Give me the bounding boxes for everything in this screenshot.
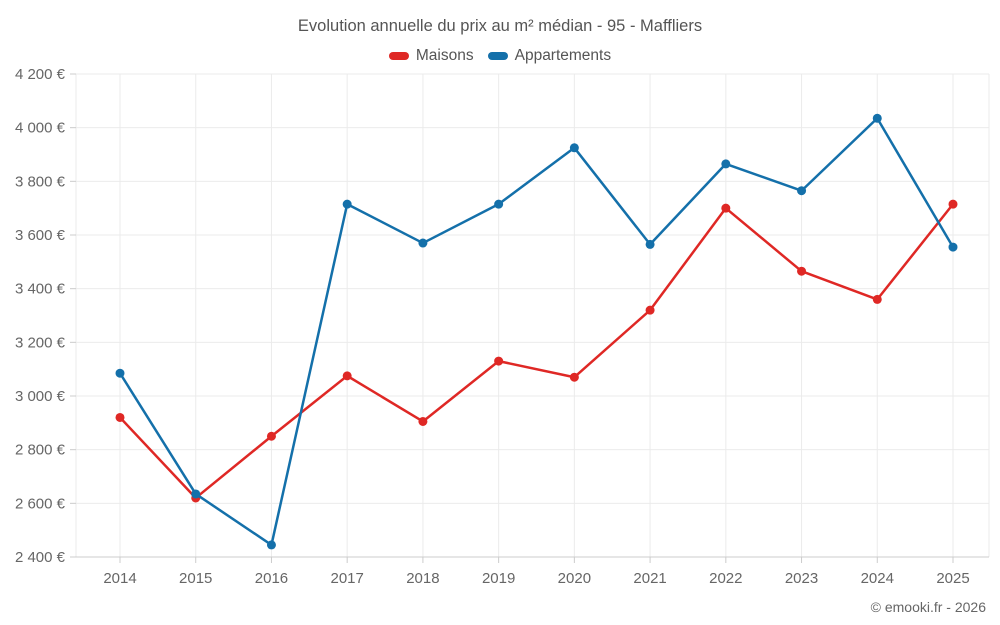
- legend: Maisons Appartements: [0, 47, 1000, 65]
- appartements-color-swatch: [487, 52, 508, 60]
- data-point-appartements-2019[interactable]: [494, 199, 504, 209]
- data-point-appartements-2016[interactable]: [266, 540, 276, 550]
- data-point-maisons-2021[interactable]: [645, 305, 655, 315]
- legend-item-maisons[interactable]: Maisons: [388, 47, 474, 65]
- x-tick-label: 2025: [936, 570, 969, 587]
- y-tick-label: 2 400 €: [15, 549, 66, 566]
- data-point-appartements-2025[interactable]: [948, 242, 958, 252]
- data-point-appartements-2023[interactable]: [797, 186, 807, 196]
- data-point-maisons-2018[interactable]: [418, 416, 428, 426]
- legend-item-appartements[interactable]: Appartements: [487, 47, 612, 65]
- data-point-appartements-2014[interactable]: [115, 368, 125, 378]
- x-tick-label: 2021: [633, 570, 666, 587]
- y-tick-label: 3 000 €: [15, 388, 66, 405]
- data-point-appartements-2015[interactable]: [191, 489, 201, 499]
- y-tick-label: 4 000 €: [15, 120, 66, 137]
- y-tick-label: 3 800 €: [15, 173, 66, 190]
- x-tick-label: 2022: [709, 570, 742, 587]
- data-point-appartements-2022[interactable]: [721, 159, 731, 169]
- x-tick-label: 2017: [330, 570, 363, 587]
- data-point-appartements-2021[interactable]: [645, 239, 655, 249]
- y-tick-label: 3 600 €: [15, 227, 66, 244]
- y-tick-label: 3 200 €: [15, 334, 66, 351]
- data-point-maisons-2014[interactable]: [115, 412, 125, 422]
- data-point-maisons-2016[interactable]: [266, 431, 276, 441]
- x-tick-label: 2024: [861, 570, 894, 587]
- y-tick-label: 2 800 €: [15, 442, 66, 459]
- chart-title: Evolution annuelle du prix au m² médian …: [297, 17, 703, 35]
- x-tick-label: 2023: [785, 570, 818, 587]
- data-point-maisons-2019[interactable]: [494, 356, 504, 366]
- x-tick-label: 2019: [482, 570, 515, 587]
- line-appartements: [118, 117, 955, 547]
- data-point-maisons-2017[interactable]: [342, 371, 352, 381]
- data-point-appartements-2020[interactable]: [569, 143, 579, 153]
- data-point-appartements-2018[interactable]: [418, 238, 428, 248]
- y-tick-label: 3 400 €: [15, 281, 66, 298]
- maisons-color-swatch: [388, 52, 409, 60]
- footer-credit: © emooki.fr - 2026: [870, 599, 986, 615]
- data-point-appartements-2017[interactable]: [342, 199, 352, 209]
- data-point-maisons-2025[interactable]: [948, 199, 958, 209]
- x-tick-label: 2020: [558, 570, 591, 587]
- legend-label-appartements: Appartements: [514, 47, 612, 64]
- y-tick-label: 2 600 €: [15, 495, 66, 512]
- data-point-maisons-2022[interactable]: [721, 203, 731, 213]
- data-point-maisons-2020[interactable]: [569, 372, 579, 382]
- x-tick-label: 2016: [255, 570, 288, 587]
- data-point-maisons-2023[interactable]: [797, 266, 807, 276]
- x-tick-label: 2014: [103, 570, 136, 587]
- x-tick-label: 2015: [179, 570, 212, 587]
- legend-label-maisons: Maisons: [415, 47, 474, 64]
- x-tick-label: 2018: [406, 570, 439, 587]
- data-point-maisons-2024[interactable]: [872, 294, 882, 304]
- line-maisons: [118, 202, 955, 500]
- y-tick-label: 4 200 €: [15, 66, 66, 83]
- data-point-appartements-2024[interactable]: [872, 113, 882, 123]
